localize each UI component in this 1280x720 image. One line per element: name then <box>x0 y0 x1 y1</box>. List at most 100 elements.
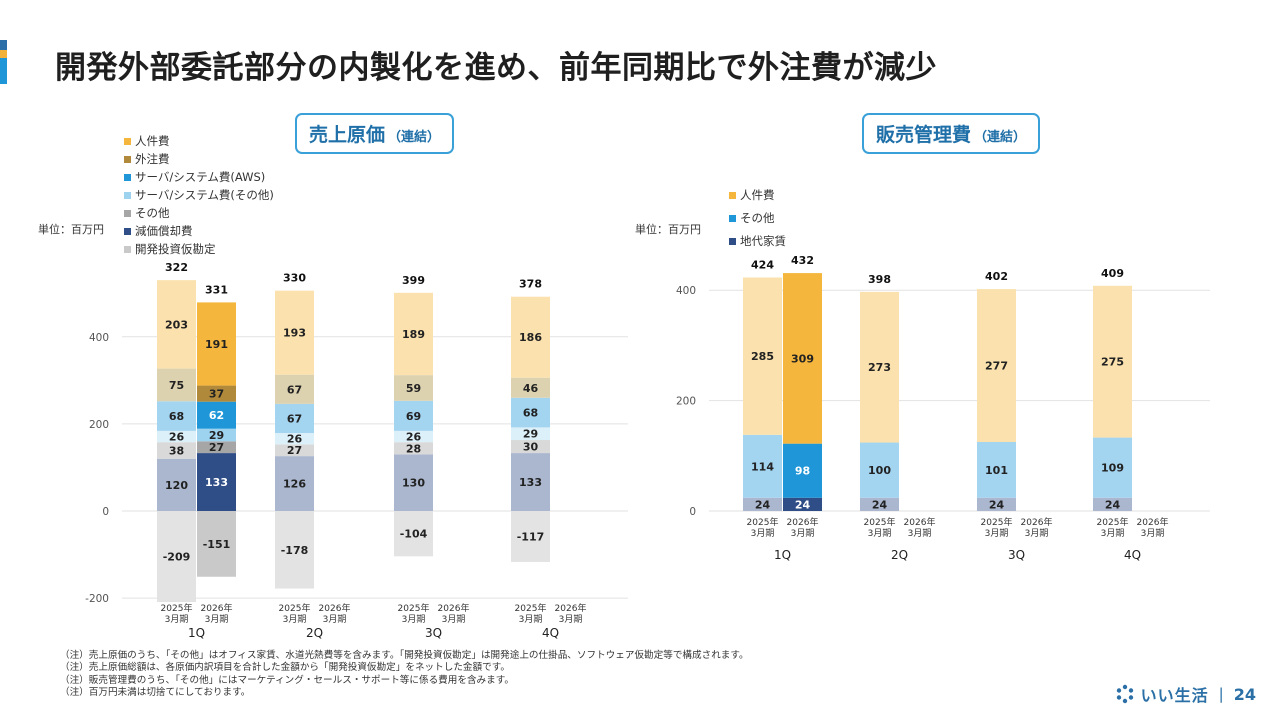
cogs-quarter-label: 2Q <box>306 626 323 640</box>
sga-period-label: 2026年 <box>787 516 819 528</box>
cogs-data-label: -117 <box>517 530 545 543</box>
cogs-bar-segment <box>197 401 236 429</box>
cogs-bar-segment <box>511 511 550 562</box>
sga-data-label: 277 <box>985 360 1008 373</box>
cogs-data-label: 203 <box>165 318 188 331</box>
cogs-legend-swatch <box>124 245 131 253</box>
cogs-bar-segment <box>511 453 550 511</box>
cogs-data-label: 46 <box>523 382 539 395</box>
cogs-period-label: 3月期 <box>519 614 543 625</box>
sga-period-label: 3月期 <box>1025 528 1049 539</box>
cogs-data-label: 38 <box>169 444 184 457</box>
accent-bar-top <box>0 40 7 50</box>
footnotes: （注）売上原価のうち、「その他」はオフィス家賃、水道光熱費等を含みます。「開発投… <box>60 650 749 700</box>
cogs-badge-suffix: （連結） <box>388 130 441 145</box>
cogs-period-label: 2025年 <box>398 602 430 614</box>
cogs-data-label: 191 <box>205 338 228 351</box>
sga-bar-segment <box>977 442 1016 498</box>
cogs-legend-swatch <box>124 155 131 163</box>
cogs-bar-segment <box>157 401 196 431</box>
cogs-data-label: -178 <box>281 544 309 557</box>
sga-data-label: 24 <box>989 498 1005 511</box>
cogs-legend-swatch <box>124 137 131 145</box>
footnote-1: （注）売上原価のうち、「その他」はオフィス家賃、水道光熱費等を含みます。「開発投… <box>60 650 749 661</box>
cogs-bar-segment <box>197 453 236 511</box>
sga-period-label: 2025年 <box>747 516 779 528</box>
sga-data-label: 275 <box>1101 356 1124 369</box>
cogs-legend-label: その他 <box>135 206 170 220</box>
sga-total-label: 424 <box>751 259 774 272</box>
sga-data-label: 100 <box>868 464 891 477</box>
cogs-period-label: 2025年 <box>279 602 311 614</box>
cogs-bar-segment <box>157 430 196 443</box>
cogs-bar-segment <box>275 511 314 589</box>
cogs-period-label: 3月期 <box>402 614 426 625</box>
cogs-legend-label: 人件費 <box>135 134 170 148</box>
cogs-legend-label: サーバ/システム費(その他) <box>135 188 274 202</box>
cogs-ytick-label: -200 <box>85 593 109 605</box>
sga-quarter-label: 2Q <box>891 548 908 562</box>
sga-legend: 人件費 その他 地代家賃 <box>729 184 786 253</box>
sga-period-label: 2026年 <box>904 516 936 528</box>
sga-period-label: 3月期 <box>1101 528 1125 539</box>
cogs-legend-item: 開発投資仮勘定 <box>124 240 274 258</box>
sga-badge-label: 販売管理費 <box>876 124 972 146</box>
sga-total-label: 398 <box>868 273 891 286</box>
sga-bar-segment <box>860 497 899 511</box>
sga-bar-segment <box>1093 497 1132 511</box>
sga-period-label: 3月期 <box>868 528 892 539</box>
cogs-legend-item: サーバ/システム費(AWS) <box>124 168 274 186</box>
cogs-bar-segment <box>157 458 196 511</box>
cogs-legend-item: サーバ/システム費(その他) <box>124 186 274 204</box>
sga-legend-item: その他 <box>729 207 786 230</box>
sga-bar-segment <box>977 289 1016 442</box>
sga-data-label: 98 <box>795 465 810 478</box>
cogs-total-label: 378 <box>519 278 542 291</box>
sga-bar-segment <box>783 273 822 444</box>
cogs-period-label: 2026年 <box>555 602 587 614</box>
sga-ytick-label: 0 <box>689 506 696 518</box>
cogs-data-label: 193 <box>283 327 306 340</box>
cogs-data-label: 130 <box>402 477 425 490</box>
cogs-legend-item: 人件費 <box>124 132 274 150</box>
footnote-3: （注）販売管理費のうち、「その他」にはマーケティング・セールス・サポート等に係る… <box>60 674 514 686</box>
cogs-bar-segment <box>394 454 433 511</box>
cogs-period-label: 3月期 <box>442 614 466 625</box>
cogs-data-label: 27 <box>209 441 224 454</box>
cogs-bar-segment <box>275 444 314 457</box>
cogs-quarter-label: 4Q <box>542 626 559 640</box>
sga-period-label: 3月期 <box>751 528 775 539</box>
cogs-bar-segment <box>157 368 196 402</box>
cogs-data-label: 68 <box>523 407 538 420</box>
cogs-legend-swatch <box>124 227 131 235</box>
sga-legend-swatch <box>729 215 736 222</box>
sga-unit-label: 単位：百万円 <box>635 223 701 236</box>
sga-quarter-label: 3Q <box>1008 548 1025 562</box>
cogs-data-label: 189 <box>402 328 425 341</box>
cogs-bar-segment <box>511 427 550 441</box>
cogs-unit-label: 単位：百万円 <box>38 223 104 236</box>
cogs-period-label: 2026年 <box>319 602 351 614</box>
cogs-quarter-label: 3Q <box>425 626 442 640</box>
cogs-bar-segment <box>157 442 196 459</box>
sga-ytick-label: 200 <box>676 396 696 408</box>
cogs-bar-segment <box>275 456 314 511</box>
cogs-bar-segment <box>394 292 433 376</box>
cogs-legend-item: その他 <box>124 204 274 222</box>
sga-period-label: 2025年 <box>864 516 896 528</box>
cogs-data-label: 37 <box>209 388 224 401</box>
sga-bar-segment <box>743 277 782 435</box>
sga-data-label: 24 <box>755 498 771 511</box>
cogs-period-label: 3月期 <box>323 614 347 625</box>
cogs-legend: 人件費 外注費 サーバ/システム費(AWS) サーバ/システム費(その他) その他 減価償… <box>124 132 274 258</box>
cogs-legend-swatch <box>124 191 131 199</box>
sga-legend-item: 人件費 <box>729 184 786 207</box>
sga-period-label: 3月期 <box>1141 528 1165 539</box>
sga-bar-segment <box>783 497 822 511</box>
cogs-total-label: 331 <box>205 283 228 296</box>
sga-legend-label: 人件費 <box>740 188 775 202</box>
cogs-bar-segment <box>511 397 550 428</box>
cogs-bar-segment <box>197 302 236 386</box>
cogs-data-label: 26 <box>287 433 303 446</box>
